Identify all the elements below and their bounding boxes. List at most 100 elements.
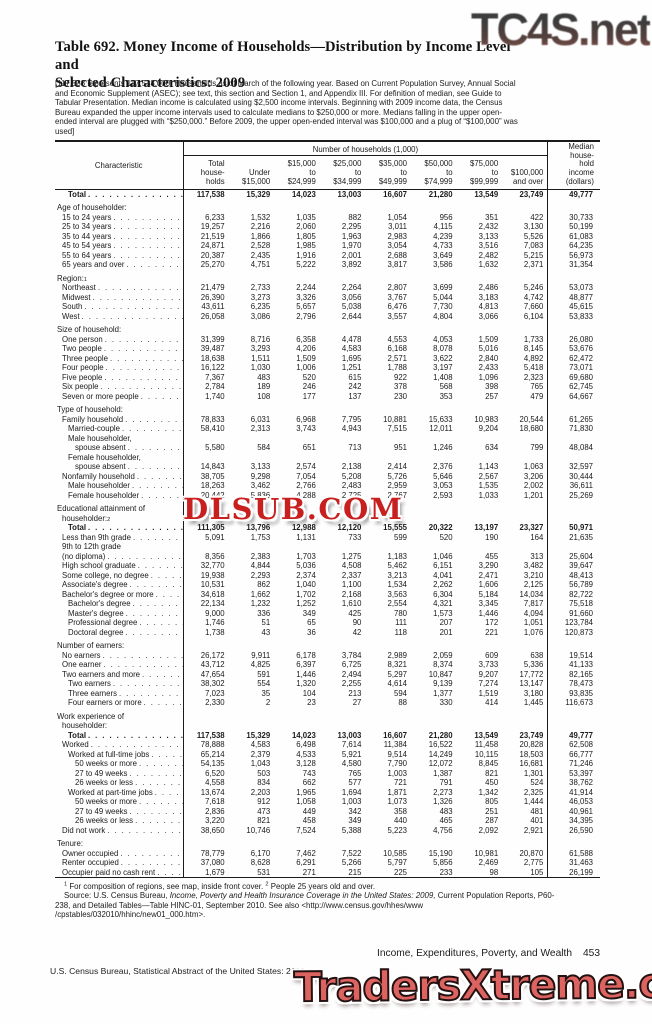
cell-value: 1,183 [387, 551, 407, 561]
table-row: Three earners. . . . . . . . . . . . . .… [55, 688, 600, 699]
cell-value: 1,131 [296, 532, 316, 542]
cell-value: 6,476 [387, 302, 407, 312]
cell-value [365, 453, 411, 463]
cell-value [274, 270, 320, 284]
cell-value: 1,679 [205, 867, 225, 877]
leader-dots: . . . . . . . . . . . . . . . . . . . . … [113, 231, 182, 241]
cell-value: 1,100 [341, 580, 362, 590]
cell-value: 16,607 [383, 189, 407, 199]
cell-value [365, 721, 411, 731]
cell-value: 765 [348, 768, 362, 778]
cell-value: 6,498 [296, 740, 316, 750]
cell-value: 13,003 [337, 189, 362, 199]
cell-value: 10,585 [383, 848, 407, 858]
leader-dots: . . . . . . . . . . . . . . . . . . . . … [103, 344, 182, 354]
cell-value: 577 [348, 778, 362, 788]
table-row: Midwest. . . . . . . . . . . . . . . . .… [55, 292, 600, 303]
cell-value: 1,871 [387, 787, 407, 797]
cell-value [320, 321, 366, 335]
leader-dots: . . . . . . . . . . . . . . . . . . . . … [127, 462, 182, 472]
row-label: 65 years and over [62, 260, 125, 270]
footer-section-title: Income, Expenditures, Poverty, and Wealt… [377, 948, 572, 959]
cell-value: 13,003 [337, 730, 362, 740]
cell-value [365, 637, 411, 651]
leader-dots: . . . . . . . . . . . . . . . . . . . . … [92, 292, 182, 302]
row-label: Worked at full-time jobs [68, 749, 150, 759]
cell-value: 1,232 [250, 599, 271, 609]
cell-value [365, 434, 411, 444]
cell-value: 358 [393, 806, 407, 816]
cell-value [457, 321, 503, 335]
table-row: 27 to 49 weeks. . . . . . . . . . . . . … [55, 768, 600, 779]
cell-value: 594 [393, 688, 407, 698]
cell-value: 3,056 [341, 292, 362, 302]
cell-value: 1,246 [433, 443, 453, 453]
cell-value: 568 [439, 382, 453, 392]
cell-value: 1,532 [250, 212, 271, 222]
cell-value: 104 [302, 688, 316, 698]
cell-value [320, 708, 366, 722]
cell-median: 41,914 [547, 787, 600, 798]
row-label: 15 to 24 years [62, 212, 112, 222]
cell-value: 22,134 [200, 599, 225, 609]
cell-value: 615 [348, 372, 362, 382]
row-label: Occupier paid no cash rent [62, 867, 156, 877]
cell-value: 58,410 [200, 424, 225, 434]
cell-value: 23 [307, 698, 316, 708]
cell-value: 90 [352, 618, 362, 628]
cell-value: 10,115 [474, 749, 499, 759]
cell-value: 3,326 [296, 292, 316, 302]
row-label: Five people [62, 372, 103, 382]
cell-value: 225 [393, 867, 407, 877]
cell-value: 230 [393, 391, 407, 401]
leader-dots: . . . . . . . . . . . . . . . . . . . . … [140, 391, 182, 401]
leader-dots: . . . . . . . . . . . . . . . . . . . . … [103, 660, 182, 670]
cell-value: 213 [348, 688, 362, 698]
cell-value: 1,040 [296, 580, 316, 590]
cell-value: 2,766 [296, 481, 316, 491]
cell-value: 23,749 [519, 730, 544, 740]
cell-value: 609 [485, 650, 499, 660]
cell-value: 3,053 [433, 481, 453, 491]
table-row: One earner. . . . . . . . . . . . . . . … [55, 660, 600, 670]
table-row: Total. . . . . . . . . . . . . . . . . .… [55, 730, 600, 741]
cell-value: 221 [485, 627, 499, 637]
cell-value: 1,326 [433, 797, 453, 807]
cell-value: 10,881 [383, 414, 407, 424]
cell-value: 1,076 [523, 627, 544, 637]
cell-value: 246 [302, 382, 316, 392]
row-label: Total [68, 189, 87, 199]
cell-median: 49,777 [547, 189, 600, 200]
table-row: Total. . . . . . . . . . . . . . . . . .… [55, 523, 600, 533]
cell-value: 1,753 [250, 532, 271, 542]
cell-value: 2,330 [205, 698, 225, 708]
table-row: Some college, no degree. . . . . . . . .… [55, 570, 600, 581]
cell-value: 6,170 [250, 848, 271, 858]
cell-value: 5,336 [523, 660, 544, 670]
cell-value [365, 199, 411, 213]
cell-value: 5,091 [205, 532, 225, 542]
cell-value: 5,526 [523, 231, 544, 241]
row-label: Less than 9th grade [62, 532, 131, 542]
cell-value [411, 500, 457, 514]
cell-value: 25,270 [200, 260, 225, 270]
row-label: Family household [62, 414, 124, 424]
cell-value: 172 [485, 618, 499, 628]
cell-value: 2,528 [250, 241, 271, 251]
table-row: Two earners and more. . . . . . . . . . … [55, 669, 600, 680]
cell-value: 956 [439, 212, 453, 222]
cell-value: 118 [394, 627, 407, 637]
cell-value: 1,377 [433, 688, 453, 698]
row-label: Work experience of [57, 711, 125, 721]
cell-median: 71,246 [547, 759, 600, 769]
cell-value: 7,054 [296, 471, 316, 481]
cell-value: 7,790 [387, 759, 407, 769]
row-label: Female householder [68, 490, 140, 500]
cell-median [547, 721, 600, 731]
cell-value: 1,387 [433, 768, 453, 778]
cell-value: 12,988 [291, 523, 316, 533]
cell-value [411, 401, 457, 415]
cell-median: 82,722 [547, 589, 600, 600]
cell-median: 53,397 [547, 768, 600, 779]
cell-value: 14,249 [428, 749, 453, 759]
